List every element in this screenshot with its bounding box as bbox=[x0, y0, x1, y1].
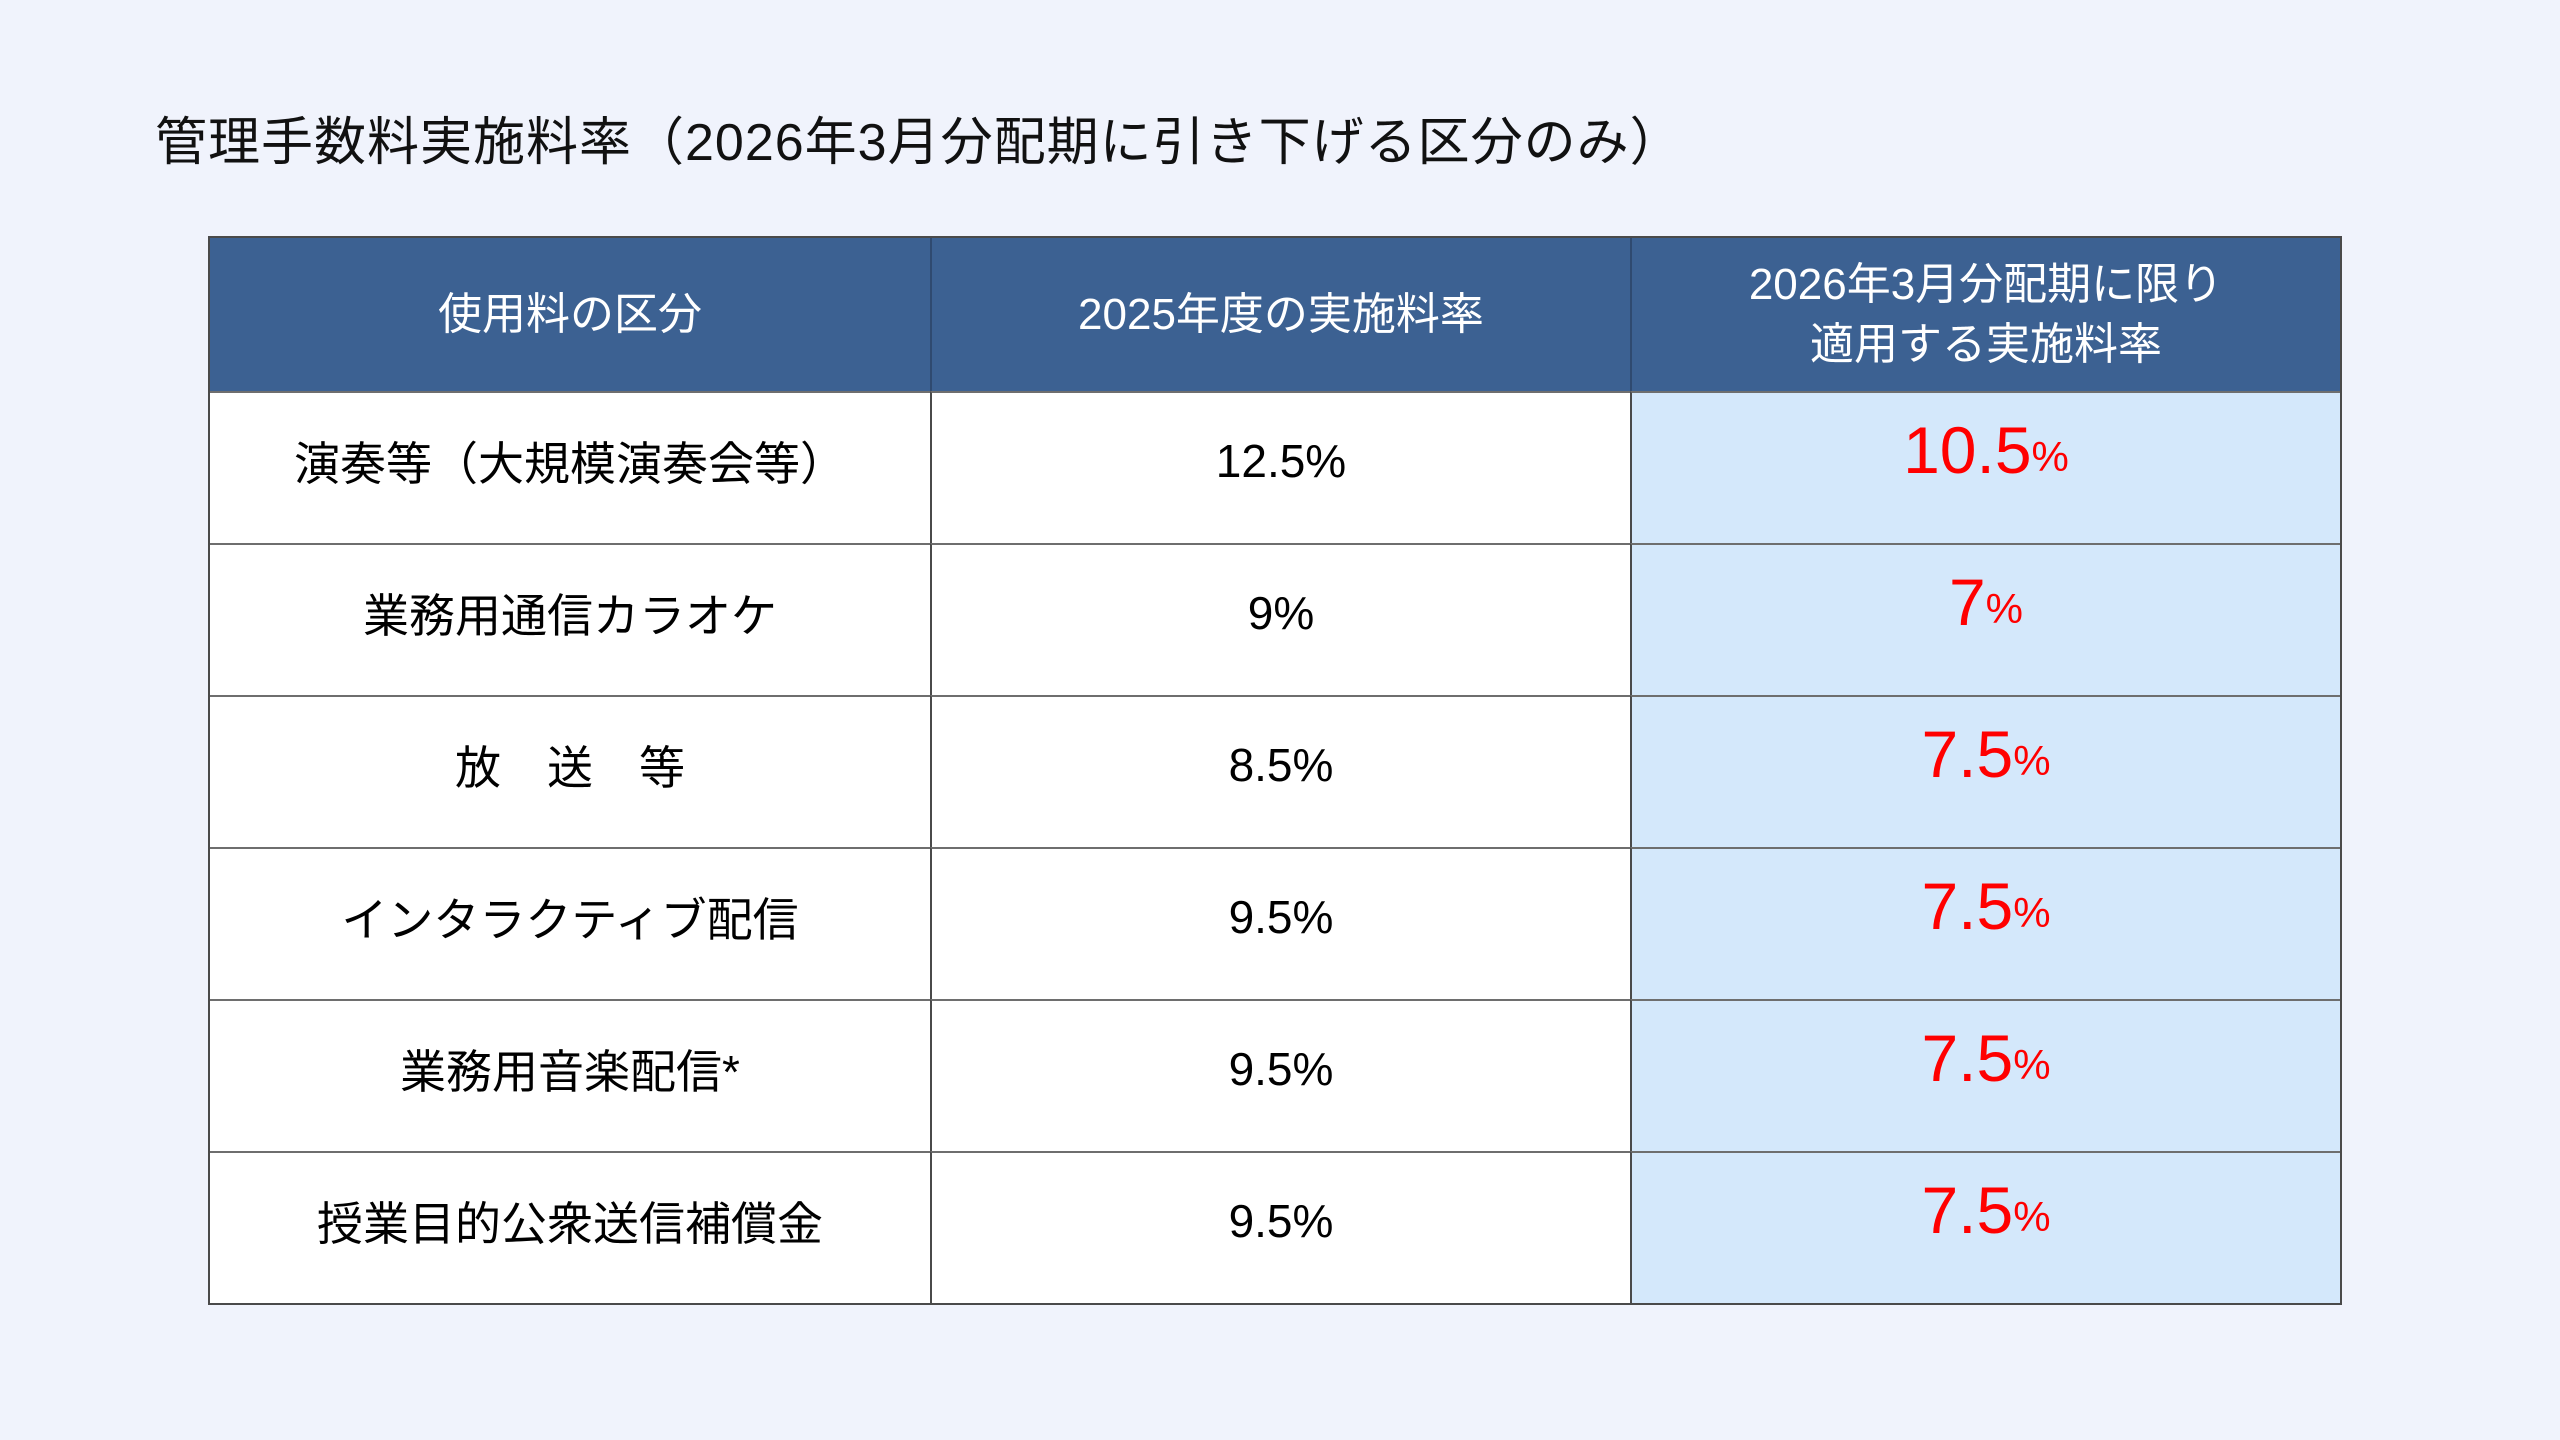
rate-2025-cell: 9.5% bbox=[930, 1151, 1630, 1303]
rate-2026-value-group: 7.5% bbox=[1921, 1171, 2050, 1250]
rate-2026-value: 7 bbox=[1948, 565, 1986, 639]
percent-sign: % bbox=[2013, 888, 2051, 936]
rate-2025-cell: 8.5% bbox=[930, 695, 1630, 847]
category-cell: 放 送 等 bbox=[210, 695, 930, 847]
rate-2026-cell: 7.5% bbox=[1630, 999, 2340, 1151]
percent-sign: % bbox=[2013, 1040, 2051, 1088]
table-row: 授業目的公衆送信補償金 9.5% 7.5% bbox=[210, 1151, 2340, 1303]
category-cell: 授業目的公衆送信補償金 bbox=[210, 1151, 930, 1303]
rate-2025-cell: 9.5% bbox=[930, 847, 1630, 999]
percent-sign: % bbox=[2013, 736, 2051, 784]
rate-2026-value: 7.5 bbox=[1921, 869, 2014, 943]
rate-2026-cell: 7.5% bbox=[1630, 695, 2340, 847]
rate-2026-value-group: 7.5% bbox=[1921, 1019, 2050, 1098]
table-row: 業務用通信カラオケ 9% 7% bbox=[210, 543, 2340, 695]
rate-2026-value: 7.5 bbox=[1921, 1173, 2014, 1247]
table-row: 放 送 等 8.5% 7.5% bbox=[210, 695, 2340, 847]
column-header-rate-2026-text: 2026年3月分配期に限り 適用する実施料率 bbox=[1749, 255, 2223, 374]
page-title: 管理手数料実施料率（2026年3月分配期に引き下げる区分のみ） bbox=[155, 114, 1683, 172]
rate-2026-cell: 7% bbox=[1630, 543, 2340, 695]
header-line-2: 適用する実施料率 bbox=[1809, 319, 2162, 369]
rate-2026-value: 7.5 bbox=[1921, 717, 2014, 791]
column-header-rate-2026: 2026年3月分配期に限り 適用する実施料率 bbox=[1630, 238, 2340, 391]
rate-2025-cell: 12.5% bbox=[930, 391, 1630, 543]
percent-sign: % bbox=[1985, 584, 2024, 632]
table-row: 演奏等（大規模演奏会等） 12.5% 10.5% bbox=[210, 391, 2340, 543]
category-cell: 業務用音楽配信* bbox=[210, 999, 930, 1151]
rate-2026-value-group: 7.5% bbox=[1921, 715, 2050, 794]
header-line-1: 2026年3月分配期に限り bbox=[1748, 260, 2224, 310]
rate-2026-value-group: 7% bbox=[1949, 563, 2023, 642]
rate-2026-cell: 7.5% bbox=[1630, 847, 2340, 999]
rate-2025-cell: 9% bbox=[930, 543, 1630, 695]
rate-2026-value: 10.5 bbox=[1903, 413, 2032, 487]
category-cell: 業務用通信カラオケ bbox=[210, 543, 930, 695]
percent-sign: % bbox=[2013, 1192, 2051, 1240]
table-header-row: 使用料の区分 2025年度の実施料率 2026年3月分配期に限り 適用する実施料率 bbox=[210, 238, 2340, 391]
fee-rate-table: 使用料の区分 2025年度の実施料率 2026年3月分配期に限り 適用する実施料率… bbox=[208, 236, 2342, 1305]
percent-sign: % bbox=[2031, 432, 2069, 480]
table-row: 業務用音楽配信* 9.5% 7.5% bbox=[210, 999, 2340, 1151]
category-cell: インタラクティブ配信 bbox=[210, 847, 930, 999]
table-row: インタラクティブ配信 9.5% 7.5% bbox=[210, 847, 2340, 999]
category-cell: 演奏等（大規模演奏会等） bbox=[210, 391, 930, 543]
rate-2026-value-group: 10.5% bbox=[1903, 411, 2069, 490]
rate-2026-value: 7.5 bbox=[1921, 1021, 2014, 1095]
column-header-category: 使用料の区分 bbox=[210, 238, 930, 391]
rate-2026-value-group: 7.5% bbox=[1921, 867, 2050, 946]
rate-2026-cell: 7.5% bbox=[1630, 1151, 2340, 1303]
column-header-rate-2025: 2025年度の実施料率 bbox=[930, 238, 1630, 391]
rate-2025-cell: 9.5% bbox=[930, 999, 1630, 1151]
rate-2026-cell: 10.5% bbox=[1630, 391, 2340, 543]
